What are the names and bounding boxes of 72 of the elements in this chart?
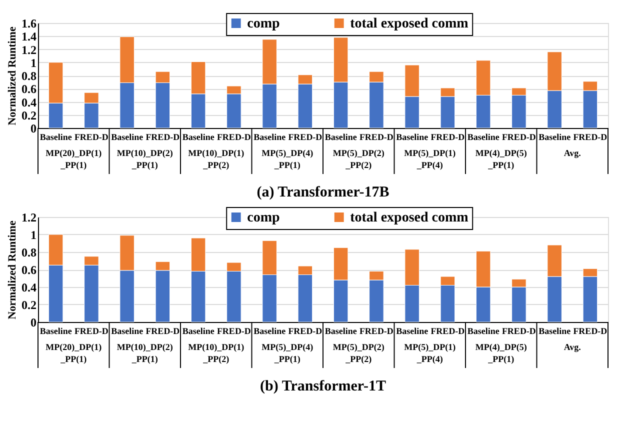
x-tick-label: Baseline (111, 326, 144, 336)
text: MP(20)_DP(1)_PP(1) (46, 148, 102, 170)
y-tick-label: 1.2 (22, 210, 36, 224)
y-tick-label: 1 (30, 228, 36, 242)
x-tick-label: Baseline (324, 326, 357, 336)
x-tick-label: FRED-D (74, 132, 109, 142)
y-tick-label: 0.6 (22, 263, 36, 277)
x-tick-label: FRED-D (359, 132, 394, 142)
x-tick-label: Baseline (40, 326, 72, 336)
y-tick-label: 0.4 (22, 95, 36, 110)
legend-label: comp (247, 16, 280, 32)
x-tick-label: FRED-D (146, 326, 180, 336)
text: MP(10)_DP(2)_PP(1) (116, 342, 173, 364)
x-tick-label: FRED-D (146, 132, 180, 142)
text: MP(5)_DP(4)_PP(1) (262, 342, 314, 364)
x-tick-label: Baseline (324, 132, 357, 142)
y-tick-label: 1.4 (22, 30, 36, 44)
text: MP(4)_DP(5)_PP(1) (475, 342, 527, 364)
x-tick-label: FRED-D (502, 326, 536, 336)
text: (b) Transformer-1T (260, 378, 386, 394)
x-tick-label: Baseline (467, 132, 500, 142)
text: MP(5)_DP(1)_PP(4) (404, 148, 456, 170)
x-tick-label: Baseline (254, 132, 286, 142)
x-tick-label: FRED-D (430, 132, 466, 142)
text: MP(5)_DP(4)_PP(1) (262, 148, 314, 170)
text: MP(10)_DP(1)_PP(2) (188, 342, 244, 364)
x-tick-label: Baseline (396, 326, 428, 336)
x-tick-label: FRED-D (502, 132, 536, 142)
text: (a) Transformer-17B (256, 184, 390, 200)
y-tick-label: 0 (30, 316, 36, 330)
legend-label: total exposed comm (350, 210, 469, 226)
x-tick-label: Baseline (40, 132, 72, 142)
y-tick-label: 0.6 (22, 82, 36, 96)
text: MP(10)_DP(1)_PP(2) (188, 148, 244, 170)
y-tick-label: 0.2 (22, 108, 36, 122)
x-tick-label: Baseline (538, 132, 571, 142)
text: MP(5)_DP(2)_PP(2) (332, 342, 384, 364)
x-tick-label: FRED-D (573, 132, 608, 142)
x-tick-label: FRED-D (288, 326, 323, 336)
x-tick-label: Baseline (111, 132, 144, 142)
x-tick-label: FRED-D (430, 326, 466, 336)
x-tick-label: Baseline (182, 326, 214, 336)
text: MP(5)_DP(1)_PP(4) (404, 342, 456, 364)
y-tick-label: 0.8 (22, 246, 36, 260)
y-axis-title: Normalized Runtime (6, 220, 18, 320)
x-tick-label: FRED-D (359, 326, 394, 336)
y-tick-label: 0.2 (22, 298, 36, 312)
text: Avg. (564, 148, 581, 158)
y-tick-label: 0.4 (22, 280, 36, 294)
x-tick-label: Baseline (254, 326, 286, 336)
text: MP(5)_DP(2)_PP(2) (332, 148, 384, 170)
legend-label: total exposed comm (350, 16, 469, 32)
text: MP(10)_DP(2)_PP(1) (116, 148, 173, 170)
x-tick-label: FRED-D (288, 132, 323, 142)
x-tick-label: Baseline (467, 326, 500, 336)
x-tick-label: FRED-D (216, 326, 252, 336)
text: MP(20)_DP(1)_PP(1) (46, 342, 102, 364)
text: MP(4)_DP(5)_PP(1) (475, 148, 527, 170)
x-tick-label: Baseline (396, 132, 428, 142)
y-tick-label: 1.2 (22, 42, 36, 57)
y-tick-label: 1.6 (22, 16, 36, 30)
x-tick-label: Baseline (538, 326, 571, 336)
x-tick-label: FRED-D (74, 326, 109, 336)
y-tick-label: 0 (30, 122, 36, 136)
legend-label: comp (247, 210, 280, 226)
y-axis-title: Normalized Runtime (6, 26, 18, 126)
text: Avg. (564, 342, 581, 352)
y-tick-label: 0.8 (22, 69, 36, 83)
x-tick-label: Baseline (182, 132, 214, 142)
x-tick-label: FRED-D (573, 326, 608, 336)
y-tick-label: 1 (30, 56, 36, 70)
x-tick-label: FRED-D (216, 132, 252, 142)
